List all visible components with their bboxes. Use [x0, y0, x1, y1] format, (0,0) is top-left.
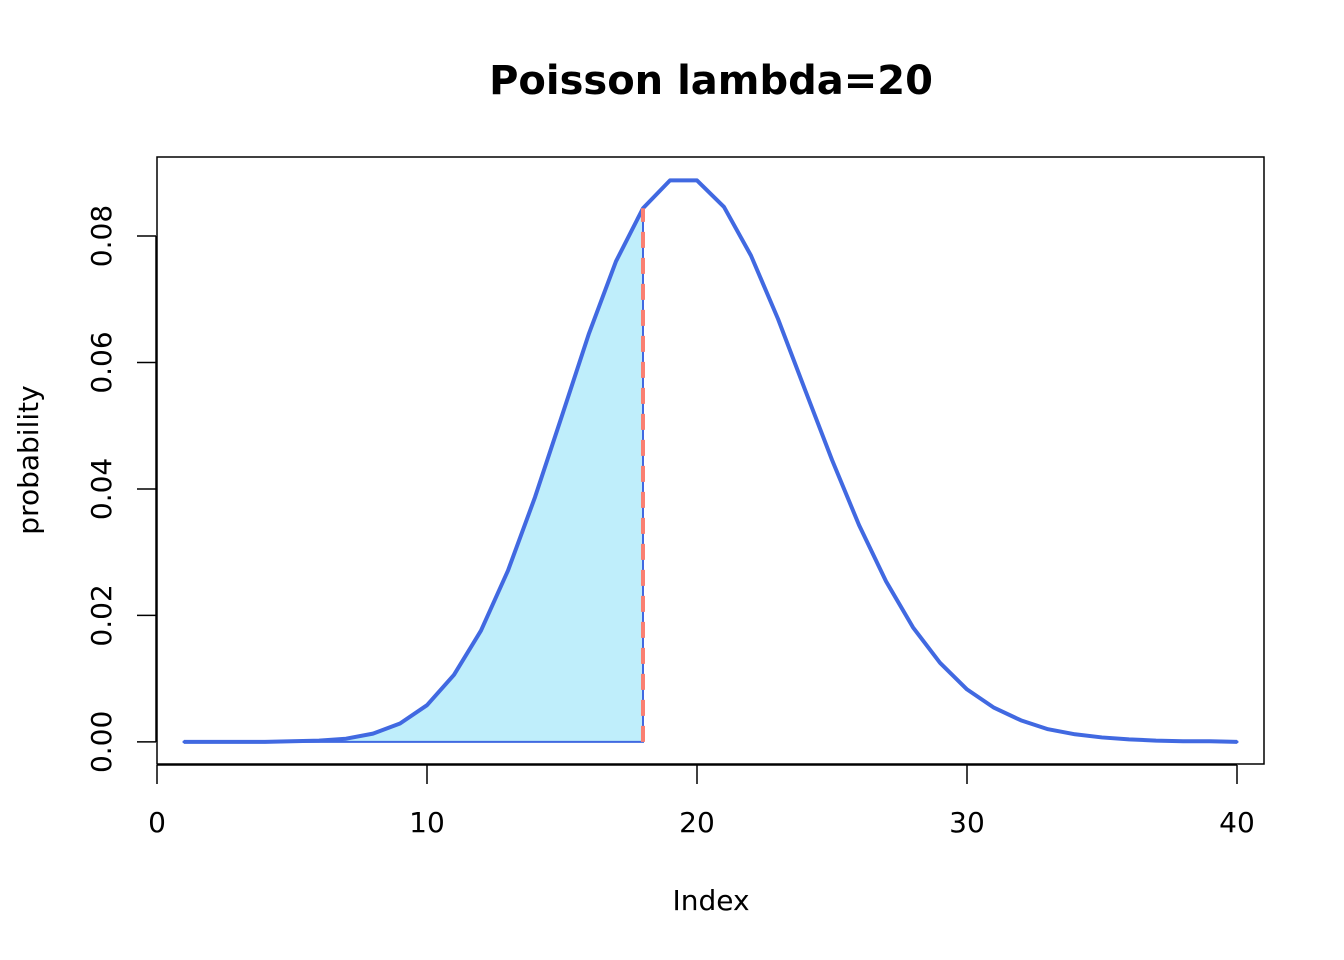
data-point — [668, 178, 672, 182]
plot-area — [182, 178, 1239, 744]
chart-title: Poisson lambda=20 — [489, 58, 933, 104]
series-line — [184, 178, 1238, 744]
data-point — [614, 259, 618, 263]
data-point — [263, 740, 267, 744]
data-point — [290, 739, 294, 743]
x-tick-label: 0 — [148, 806, 166, 839]
data-point — [857, 523, 861, 527]
y-axis-label: probability — [12, 385, 45, 534]
data-point — [209, 740, 213, 744]
data-point — [938, 661, 942, 665]
y-tick-label: 0.08 — [85, 205, 118, 267]
data-point — [722, 205, 726, 209]
x-tick-label: 30 — [949, 806, 985, 839]
data-point — [911, 625, 915, 629]
data-point — [506, 569, 510, 573]
data-point — [1046, 727, 1050, 731]
data-point — [587, 331, 591, 335]
y-axis: 0.00 0.02 0.04 0.06 0.08 — [85, 205, 157, 773]
x-tick-label: 10 — [409, 806, 445, 839]
data-point — [803, 388, 807, 392]
data-point — [1181, 739, 1185, 743]
data-point — [398, 722, 402, 726]
data-point — [182, 740, 186, 744]
data-point — [425, 703, 429, 707]
data-point — [1154, 739, 1158, 743]
data-point — [884, 579, 888, 583]
data-point — [560, 414, 564, 418]
data-point — [1127, 737, 1131, 741]
x-tick-label: 20 — [679, 806, 715, 839]
data-point — [452, 673, 456, 677]
data-point — [533, 495, 537, 499]
data-point — [1019, 718, 1023, 722]
data-point — [992, 706, 996, 710]
data-point — [965, 687, 969, 691]
y-tick-label: 0.06 — [85, 331, 118, 393]
data-point — [1100, 735, 1104, 739]
data-point — [695, 178, 699, 182]
y-tick-label: 0.04 — [85, 458, 118, 520]
data-point — [776, 317, 780, 321]
shaded-area — [184, 207, 644, 743]
data-point — [371, 732, 375, 736]
data-point — [830, 458, 834, 462]
data-point — [344, 737, 348, 741]
data-point — [1073, 732, 1077, 736]
data-point — [1208, 739, 1212, 743]
data-point — [317, 739, 321, 743]
x-axis: 0 10 20 30 40 — [148, 764, 1255, 839]
data-point — [1235, 740, 1239, 744]
x-tick-label: 40 — [1219, 806, 1255, 839]
data-point — [236, 740, 240, 744]
data-point — [479, 629, 483, 633]
x-axis-label: Index — [672, 884, 749, 917]
y-tick-label: 0.02 — [85, 584, 118, 646]
data-point — [749, 254, 753, 258]
y-tick-label: 0.00 — [85, 711, 118, 773]
plot-frame — [156, 156, 1265, 765]
